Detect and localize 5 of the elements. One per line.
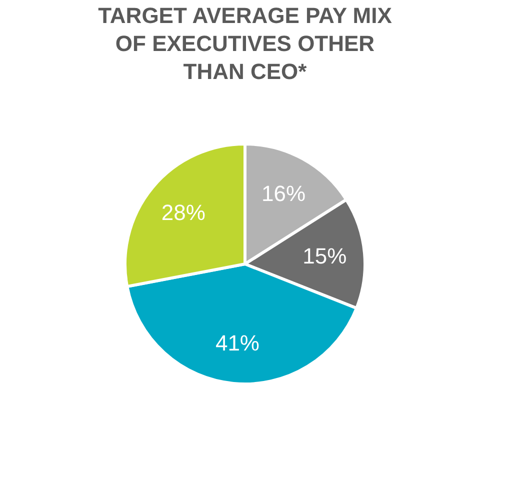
data-label: 41% bbox=[215, 330, 260, 356]
data-label: 15% bbox=[302, 243, 347, 268]
data-label: 16% bbox=[262, 180, 306, 206]
data-label: 28% bbox=[161, 200, 206, 226]
chart-title: TARGET AVERAGE PAY MIX OF EXECUTIVES OTHER THAN CEO* bbox=[98, 3, 392, 84]
